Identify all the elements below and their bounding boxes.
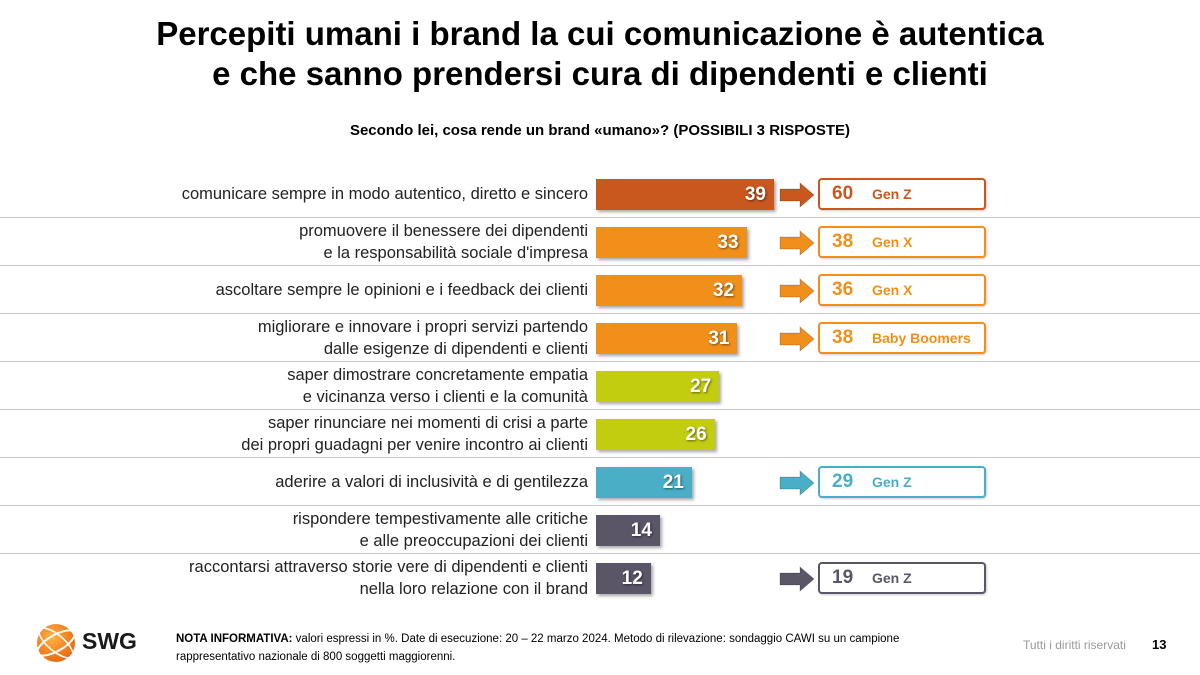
chart-row: saper dimostrare concretamente empatia e … bbox=[0, 362, 1200, 410]
category-label: rispondere tempestivamente alle critiche… bbox=[293, 506, 588, 554]
chart-subtitle: Secondo lei, cosa rende un brand «umano»… bbox=[349, 122, 851, 139]
category-label: saper dimostrare concretamente empatia e … bbox=[287, 362, 588, 410]
bar bbox=[596, 563, 651, 594]
arrow-right-icon bbox=[779, 278, 815, 304]
rights-text: Tutti i diritti riservati bbox=[1023, 638, 1126, 652]
category-label-line: comunicare sempre in modo autentico, dir… bbox=[181, 185, 588, 203]
bar bbox=[596, 467, 692, 498]
bar bbox=[596, 323, 738, 354]
callout-group: Gen Z bbox=[872, 474, 912, 490]
category-label-line: promuovere il benessere dei dipendenti bbox=[299, 222, 588, 240]
category-label-line: rispondere tempestivamente alle critiche bbox=[292, 510, 588, 528]
bar bbox=[596, 419, 715, 450]
note-label: NOTA INFORMATIVA: bbox=[176, 633, 293, 645]
arrow-right-icon bbox=[779, 326, 815, 352]
bar-value-label: 33 bbox=[717, 232, 739, 253]
note-line-1: valori espressi in %. Date di esecuzione… bbox=[292, 633, 900, 645]
category-label-line: ascoltare sempre le opinioni e i feedbac… bbox=[215, 281, 588, 299]
callout-value: 60 bbox=[832, 183, 854, 204]
bar-value-label: 12 bbox=[621, 568, 643, 589]
title-line-1: Percepiti umani i brand la cui comunicaz… bbox=[156, 15, 1044, 52]
callout-group: Gen X bbox=[872, 282, 913, 298]
generation-callout: 29 Gen Z bbox=[818, 466, 986, 498]
category-label: promuovere il benessere dei dipendenti e … bbox=[299, 218, 588, 266]
chart-row: aderire a valori di inclusività e di gen… bbox=[0, 458, 1200, 506]
category-label: comunicare sempre in modo autentico, dir… bbox=[182, 170, 588, 218]
chart-row: raccontarsi attraverso storie vere di di… bbox=[0, 554, 1200, 602]
swg-logo-icon bbox=[36, 624, 76, 662]
bar bbox=[596, 371, 720, 402]
arrow-right-icon bbox=[779, 182, 815, 208]
arrow-right-icon bbox=[779, 566, 815, 592]
chart-row: rispondere tempestivamente alle critiche… bbox=[0, 506, 1200, 554]
note-line-2: rappresentativo nazionale di 800 soggett… bbox=[176, 651, 456, 663]
arrow-right-icon bbox=[779, 470, 815, 496]
bar-value-label: 27 bbox=[690, 376, 712, 397]
category-label-line: e la responsabilità sociale d'impresa bbox=[323, 244, 588, 262]
info-note: NOTA INFORMATIVA: valori espressi in %. … bbox=[176, 630, 976, 666]
category-label-line: aderire a valori di inclusività e di gen… bbox=[275, 473, 588, 491]
category-label-line: e alle preoccupazioni dei clienti bbox=[359, 532, 588, 550]
callout-group: Baby Boomers bbox=[872, 330, 971, 346]
generation-callout: 19 Gen Z bbox=[818, 562, 986, 594]
category-label: aderire a valori di inclusività e di gen… bbox=[275, 458, 588, 506]
callout-value: 19 bbox=[832, 567, 854, 588]
bar bbox=[596, 227, 747, 258]
bar-value-label: 26 bbox=[685, 424, 707, 445]
generation-callout: 38 Gen X bbox=[818, 226, 986, 258]
category-label: saper rinunciare nei momenti di crisi a … bbox=[241, 410, 588, 458]
category-label: ascoltare sempre le opinioni e i feedbac… bbox=[216, 266, 588, 314]
generation-callout: 38 Baby Boomers bbox=[818, 322, 986, 354]
callout-group: Gen Z bbox=[872, 186, 912, 202]
page-title: Percepiti umani i brand la cui comunicaz… bbox=[0, 14, 1200, 94]
chart-row: saper rinunciare nei momenti di crisi a … bbox=[0, 410, 1200, 458]
chart-row: promuovere il benessere dei dipendenti e … bbox=[0, 218, 1200, 266]
title-line-2: e che sanno prendersi cura di dipendenti… bbox=[212, 55, 988, 92]
callout-group: Gen Z bbox=[872, 570, 912, 586]
callout-value: 29 bbox=[832, 471, 854, 492]
category-label-line: nella loro relazione con il brand bbox=[359, 580, 588, 598]
bar bbox=[596, 275, 743, 306]
generation-callout: 60 Gen Z bbox=[818, 178, 986, 210]
logo-text: SWG bbox=[82, 628, 137, 654]
chart-row: comunicare sempre in modo autentico, dir… bbox=[0, 170, 1200, 218]
callout-value: 38 bbox=[832, 327, 854, 348]
page-number: 13 bbox=[1152, 637, 1167, 652]
chart-row: migliorare e innovare i propri servizi p… bbox=[0, 314, 1200, 362]
category-label-line: e vicinanza verso i clienti e la comunit… bbox=[302, 388, 588, 406]
bar-value-label: 39 bbox=[744, 184, 766, 205]
bar bbox=[596, 179, 774, 210]
callout-group: Gen X bbox=[872, 234, 913, 250]
category-label: raccontarsi attraverso storie vere di di… bbox=[189, 554, 588, 602]
category-label-line: saper rinunciare nei momenti di crisi a … bbox=[267, 414, 588, 432]
category-label: migliorare e innovare i propri servizi p… bbox=[258, 314, 588, 362]
category-label-line: raccontarsi attraverso storie vere di di… bbox=[189, 558, 588, 576]
callout-value: 36 bbox=[832, 279, 854, 300]
category-label-line: dalle esigenze di dipendenti e clienti bbox=[323, 340, 588, 358]
generation-callout: 36 Gen X bbox=[818, 274, 986, 306]
category-label-line: saper dimostrare concretamente empatia bbox=[287, 366, 588, 384]
bar-value-label: 21 bbox=[662, 472, 684, 493]
arrow-right-icon bbox=[779, 230, 815, 256]
bar-value-label: 32 bbox=[712, 280, 735, 301]
bar-value-label: 14 bbox=[630, 520, 652, 541]
chart-row: ascoltare sempre le opinioni e i feedbac… bbox=[0, 266, 1200, 314]
callout-value: 38 bbox=[832, 231, 854, 252]
category-label-line: migliorare e innovare i propri servizi p… bbox=[257, 318, 588, 336]
bar-value-label: 31 bbox=[708, 328, 730, 349]
category-label-line: dei propri guadagni per venire incontro … bbox=[241, 436, 588, 454]
bar bbox=[596, 515, 660, 546]
